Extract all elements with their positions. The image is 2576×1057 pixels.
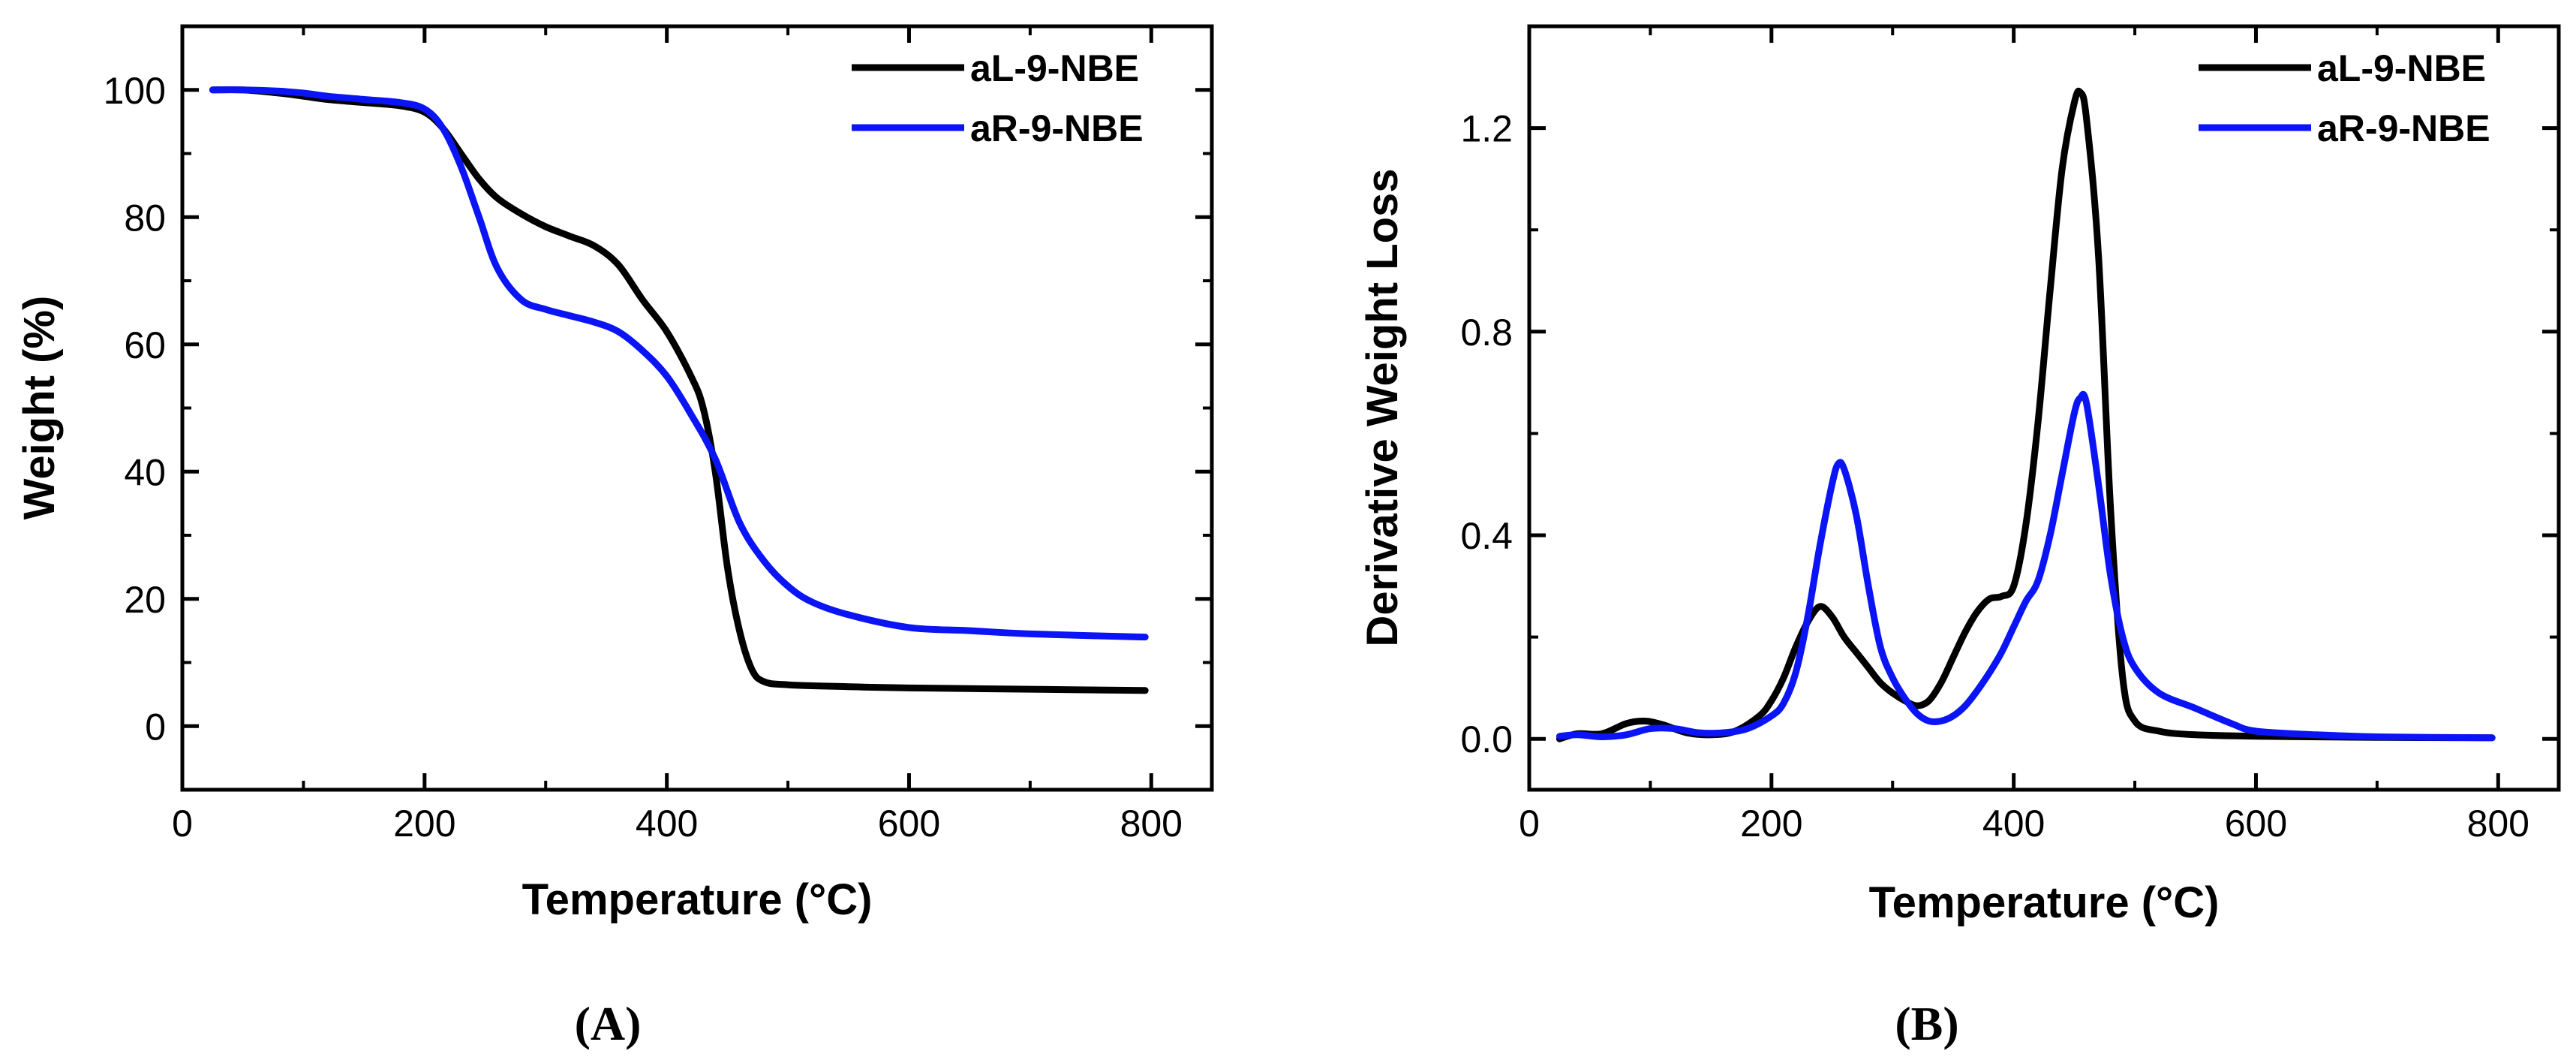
panel-b-legend: aL-9-NBE aR-9-NBE (2199, 47, 2490, 149)
panel-a-x-tick-label: 200 (393, 803, 455, 845)
panel-b-x-tick-label: 600 (2225, 803, 2287, 845)
panel-a-y-tick-label: 60 (124, 324, 166, 366)
panel-b-x-axis-title: Temperature (°C) (1869, 878, 2220, 927)
panel-a-x-tick-label: 800 (1120, 803, 1183, 845)
panel-a-ticks: 0 200 400 600 800 0 20 40 60 80 100 (104, 26, 1212, 845)
panel-a: 0 200 400 600 800 0 20 40 60 80 100 aL-9-NBE aR-9-N… (15, 24, 1214, 1050)
panel-a-label: (A) (575, 997, 642, 1050)
panel-a-legend-label: aR-9-NBE (970, 107, 1144, 149)
panel-b-plot-frame (1527, 24, 2561, 792)
panel-b-ticks: 0 200 400 600 800 0.0 0.4 0.8 1.2 (1460, 26, 2559, 845)
panel-a-y-tick-label: 40 (124, 451, 166, 493)
panel-a-x-tick-label: 600 (878, 803, 940, 845)
panel-a-series (209, 86, 1149, 694)
panel-a-y-tick-label: 20 (124, 579, 166, 621)
panel-b-y-tick-label: 0.8 (1460, 312, 1513, 354)
panel-b-y-axis-title: Derivative Weight Loss (1358, 168, 1407, 646)
panel-b-series-line-al-9-nbe (1556, 87, 2496, 742)
panel-a-y-tick-label: 0 (145, 706, 166, 748)
panel-b-x-tick-label: 0 (1519, 803, 1540, 845)
panel-a-x-tick-label: 0 (172, 803, 193, 845)
panel-b: 0 200 400 600 800 0.0 0.4 0.8 1.2 aL-9-NBE aR-9-N… (1358, 24, 2561, 1050)
panel-b-series-line-ar-9-nbe (1556, 390, 2496, 742)
panel-a-y-tick-label: 80 (124, 197, 166, 239)
panel-b-series (1556, 87, 2496, 742)
panel-b-y-tick-label: 0.0 (1460, 718, 1513, 760)
panel-b-label: (B) (1895, 997, 1958, 1050)
panel-a-legend-label: aL-9-NBE (970, 47, 1139, 89)
panel-a-y-tick-label: 100 (104, 70, 166, 112)
panel-a-series-line-ar-9-nbe (209, 86, 1149, 641)
panel-b-x-tick-label: 800 (2467, 803, 2529, 845)
panel-b-x-tick-label: 400 (1982, 803, 2045, 845)
panel-a-legend: aL-9-NBE aR-9-NBE (852, 47, 1144, 149)
panel-b-x-tick-label: 200 (1740, 803, 1802, 845)
panel-b-legend-label: aL-9-NBE (2317, 47, 2486, 89)
panel-a-x-tick-label: 400 (636, 803, 698, 845)
panel-a-x-axis-title: Temperature (°C) (522, 875, 873, 924)
panel-a-y-axis-title: Weight (%) (15, 296, 64, 520)
panel-b-y-tick-label: 0.4 (1460, 515, 1513, 557)
panel-b-y-tick-label: 1.2 (1460, 108, 1513, 150)
panel-b-legend-label: aR-9-NBE (2317, 107, 2490, 149)
